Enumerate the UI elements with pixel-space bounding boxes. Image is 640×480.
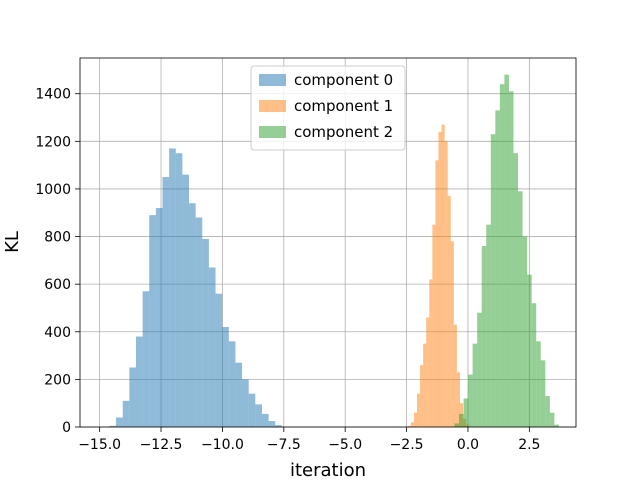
histogram-bar-0 — [175, 153, 183, 427]
histogram-bar-0 — [255, 404, 262, 427]
histogram-bar-1 — [423, 343, 427, 427]
histogram-bar-2 — [554, 424, 559, 427]
histogram-bar-0 — [228, 341, 236, 427]
histogram-bar-1 — [456, 372, 460, 427]
histogram-bar-0 — [182, 174, 190, 427]
histogram-bar-0 — [169, 148, 176, 427]
histogram-bar-0 — [235, 362, 243, 427]
histogram-bar-2 — [499, 84, 505, 427]
y-tick-label: 0 — [62, 420, 71, 436]
histogram-bar-1 — [453, 324, 457, 427]
histogram-bar-0 — [208, 267, 216, 427]
x-tick-label: −12.5 — [140, 437, 183, 453]
histogram-bar-0 — [275, 425, 282, 427]
histogram-bar-2 — [486, 224, 491, 427]
y-tick-label: 600 — [44, 277, 71, 293]
y-tick-label: 400 — [44, 325, 71, 341]
histogram-bar-2 — [531, 303, 537, 427]
histogram-bar-1 — [441, 124, 445, 427]
histogram-bar-0 — [122, 400, 130, 427]
histogram-bar-2 — [472, 343, 478, 427]
histogram-bar-2 — [527, 274, 532, 427]
histogram-bar-0 — [215, 293, 223, 427]
y-tick-label: 1000 — [35, 182, 71, 198]
histogram-bar-1 — [432, 224, 436, 427]
histogram-bar-2 — [518, 191, 523, 427]
x-tick-label: −15.0 — [78, 437, 121, 453]
x-tick-label: −10.0 — [201, 437, 244, 453]
y-tick-label: 1200 — [35, 134, 71, 150]
legend-label: component 0 — [294, 71, 393, 89]
histogram-bar-2 — [463, 398, 469, 427]
histogram-bar-0 — [116, 417, 123, 427]
histogram-bar-2 — [508, 91, 514, 427]
histogram-bar-0 — [155, 207, 163, 427]
legend-label: component 1 — [294, 97, 393, 115]
legend-swatch — [259, 100, 286, 112]
histogram-bar-2 — [513, 153, 519, 427]
legend-box — [250, 65, 406, 151]
histogram-bar-0 — [129, 367, 136, 427]
y-axis-label: KL — [2, 231, 23, 253]
x-axis-ticks: −15.0 −12.5 −10.0 −7.5 −5.0 −2.5 0.0 2.5 — [78, 427, 540, 453]
histogram-bar-2 — [522, 236, 528, 427]
histogram-bar-0 — [261, 413, 269, 427]
histogram-bar-0 — [142, 291, 150, 427]
histogram-bar-2 — [481, 246, 487, 427]
legend: component 0 component 1 component 2 — [250, 65, 406, 151]
plot-frame — [79, 57, 577, 428]
histogram-bar-1 — [417, 393, 421, 427]
y-tick-label: 1400 — [35, 87, 71, 103]
histogram-bar-1 — [413, 412, 418, 427]
histogram-bar-2 — [495, 110, 500, 427]
y-tick-label: 200 — [44, 372, 71, 388]
histogram-bar-0 — [222, 327, 229, 427]
histogram-bar-0 — [162, 177, 170, 427]
histogram-bar-2 — [454, 423, 459, 427]
histogram-bar-2 — [540, 360, 546, 427]
histogram-bar-2 — [458, 413, 464, 427]
legend-swatch — [259, 74, 286, 86]
histogram-bar-2 — [545, 396, 550, 427]
histogram-bar-0 — [242, 379, 249, 427]
histogram-bar-1 — [450, 241, 454, 427]
legend-label: component 2 — [294, 123, 393, 141]
histogram-bar-2 — [504, 74, 509, 427]
histogram-bar-1 — [407, 425, 411, 427]
histogram-bar-2 — [549, 412, 555, 427]
histogram-bar-1 — [438, 131, 442, 428]
x-axis-label: iteration — [290, 460, 366, 480]
histogram-bar-0 — [109, 425, 117, 427]
histogram-bar-1 — [447, 196, 451, 427]
histogram-bar-0 — [248, 393, 256, 427]
histogram-bar-0 — [195, 217, 203, 427]
x-tick-label: −5.0 — [328, 437, 362, 453]
histogram-bar-1 — [410, 422, 414, 427]
histogram-bars — [109, 74, 559, 428]
x-tick-label: −2.5 — [390, 437, 424, 453]
histogram-bar-1 — [444, 141, 448, 428]
x-tick-label: −7.5 — [267, 437, 301, 453]
histogram-bar-0 — [268, 421, 276, 427]
histogram-bar-2 — [477, 312, 482, 427]
histogram-bar-0 — [149, 215, 156, 427]
histogram-bar-0 — [135, 336, 143, 427]
histogram-bar-1 — [426, 317, 430, 427]
histogram-bar-1 — [420, 365, 424, 427]
histogram-bar-1 — [435, 160, 439, 427]
histogram-bar-2 — [536, 341, 541, 427]
x-tick-label: 0.0 — [457, 437, 479, 453]
x-tick-label: 2.5 — [518, 437, 540, 453]
histogram-bar-2 — [490, 134, 496, 427]
y-tick-label: 800 — [44, 230, 71, 246]
histogram-bar-0 — [189, 203, 196, 427]
histogram-bar-2 — [468, 374, 473, 427]
histogram-bar-1 — [429, 279, 433, 427]
y-axis-ticks: 0 200 400 600 800 1000 1200 1400 — [35, 87, 80, 436]
histogram-bar-0 — [202, 238, 209, 427]
legend-swatch — [259, 126, 286, 138]
